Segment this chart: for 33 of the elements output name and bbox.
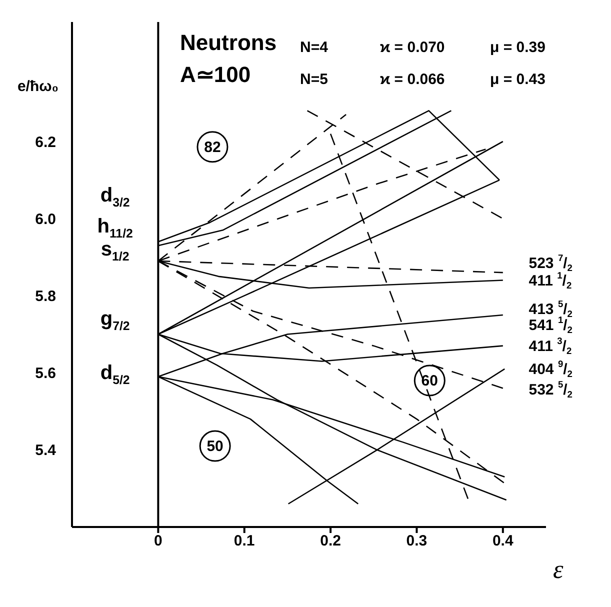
- annotation: ϰ = 0.066: [380, 71, 446, 88]
- annotation: 60: [421, 372, 438, 390]
- annotation: μ = 0.39: [490, 39, 546, 56]
- annotation: N=4: [300, 39, 329, 56]
- y-tick-label: 5.6: [35, 365, 56, 382]
- x-tick-label: 0.2: [320, 532, 341, 550]
- x-tick-label: 0.3: [406, 532, 428, 550]
- annotation: s$_{1/2}$: [100, 238, 130, 264]
- annotation: 411 $^{1}$/$_{2}$: [528, 270, 572, 290]
- annotation: ϰ = 0.070: [380, 39, 446, 56]
- annotation: 404 $^{9}$/$_{2}$: [528, 358, 572, 379]
- annotation: g$_{7/2}$: [100, 308, 130, 333]
- y-axis-title: e/ħω₀: [16, 78, 60, 95]
- annotation: 532 $^{5}$/$_{2}$: [528, 379, 572, 400]
- y-tick-label: 5.8: [35, 288, 56, 306]
- y-tick-label: 5.4: [35, 442, 57, 460]
- annotation: 50: [206, 438, 224, 455]
- annotation: 523 $^{7}$/$_{2}$: [528, 252, 572, 273]
- y-tick-label: 6.0: [35, 210, 56, 228]
- x-tick-label: 0.1: [234, 532, 255, 550]
- annotation: d$_{3/2}$: [100, 184, 130, 210]
- x-tick-label: 0: [154, 532, 162, 550]
- annotation: d$_{5/2}$: [100, 362, 130, 387]
- annotation: Neutrons: [180, 30, 278, 56]
- annotation: N=5: [300, 71, 329, 88]
- annotation: 411 $^{3}$/$_{2}$: [528, 336, 572, 356]
- annotation: μ = 0.43: [490, 71, 546, 88]
- annotation: 82: [204, 138, 221, 156]
- annotation: A≃100: [180, 62, 252, 88]
- x-axis-title: ε: [553, 555, 564, 585]
- y-tick-label: 6.2: [35, 134, 56, 151]
- annotation: h$_{11/2}$: [97, 215, 134, 240]
- x-tick-label: 0.4: [492, 532, 514, 550]
